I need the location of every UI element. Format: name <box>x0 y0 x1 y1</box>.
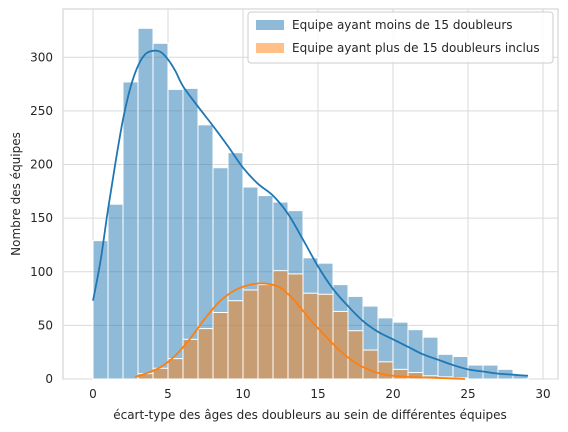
y-axis-label: Nombre des équipes <box>9 132 23 256</box>
x-tick-label-0: 0 <box>89 387 97 401</box>
x-tick-labels: 0 5 10 15 20 25 30 <box>89 387 550 401</box>
legend-swatch-15-plus <box>256 43 284 53</box>
bar-series-1-bin-2 <box>167 358 184 380</box>
y-tick-label-0: 0 <box>45 372 53 386</box>
bar-series-1-bin-15 <box>362 349 379 380</box>
kde-curves <box>92 49 529 380</box>
bar-series-1-bin-4 <box>197 328 214 380</box>
bar-series-1-bin-14 <box>347 330 364 380</box>
bar-series-1-bin-8 <box>257 284 274 380</box>
bar-series-0-bin-21 <box>407 329 424 380</box>
x-tick-label-25: 25 <box>460 387 475 401</box>
y-tick-label-300: 300 <box>30 50 53 64</box>
x-tick-label-10: 10 <box>235 387 250 401</box>
bar-series-0-bin-2 <box>122 81 139 380</box>
bar-series-1-bin-10 <box>287 273 304 380</box>
bar-series-0-bin-5 <box>167 88 184 380</box>
bar-series-0-bin-3 <box>137 27 154 380</box>
x-axis-label: écart-type des âges des doubleurs au sei… <box>113 408 507 422</box>
bar-series-1-bin-5 <box>212 312 229 380</box>
legend-label-under-15: Equipe ayant moins de 15 doubleurs <box>292 18 513 32</box>
bar-series-0-bin-23 <box>437 353 454 380</box>
bar-series-1-bin-6 <box>227 300 244 380</box>
series-15-plus-bars <box>137 270 469 380</box>
bar-series-1-bin-16 <box>377 361 394 380</box>
y-tick-label-100: 100 <box>30 265 53 279</box>
y-tick-labels: 0 50 100 150 200 250 300 <box>30 50 53 386</box>
bar-series-0-bin-1 <box>107 203 124 380</box>
x-tick-label-5: 5 <box>164 387 172 401</box>
bar-series-1-bin-7 <box>242 289 259 380</box>
legend: Equipe ayant moins de 15 doubleurs Equip… <box>247 11 554 64</box>
x-tick-label-20: 20 <box>385 387 400 401</box>
kde-line-series-1 <box>134 282 466 380</box>
legend-swatch-under-15 <box>256 20 284 30</box>
bar-series-0-bin-4 <box>152 42 169 380</box>
y-tick-label-200: 200 <box>30 158 53 172</box>
kde-line-series-0 <box>92 49 529 377</box>
legend-label-15-plus: Equipe ayant plus de 15 doubleurs inclus <box>292 41 540 55</box>
x-tick-label-30: 30 <box>535 387 550 401</box>
y-tick-label-150: 150 <box>30 211 53 225</box>
y-tick-label-250: 250 <box>30 104 53 118</box>
legend-box <box>247 11 554 64</box>
y-tick-label-50: 50 <box>38 318 53 332</box>
x-tick-label-15: 15 <box>310 387 325 401</box>
bar-series-1-bin-11 <box>302 292 319 380</box>
bar-series-0-bin-6 <box>182 87 199 380</box>
